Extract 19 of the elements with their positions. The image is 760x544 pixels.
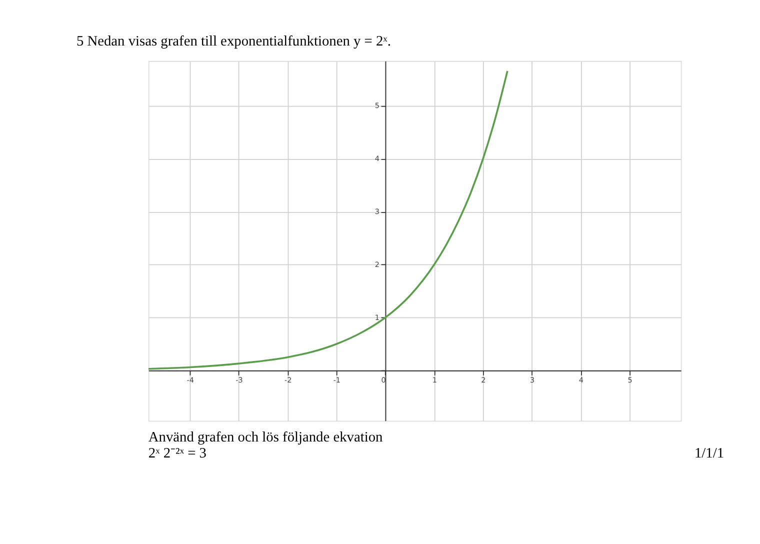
x-tick-label: 1 — [432, 376, 437, 385]
x-tick-label: 3 — [530, 376, 535, 385]
text: Använd grafen och lös följande ekvation — [148, 429, 383, 446]
x-tick-label: -2 — [284, 376, 292, 385]
x-tick-label: 5 — [628, 376, 632, 385]
text: 1/1/1 — [694, 446, 724, 462]
y-tick-label: 4 — [374, 154, 380, 164]
x-tick-label: -1 — [333, 376, 341, 385]
chart-title: 5 Nedan visas grafen till exponentialfunktionen y = 2ˣ. — [76, 34, 391, 50]
x-tick-label: -3 — [236, 376, 243, 385]
y-tick-label: 5 — [374, 101, 380, 110]
y-tick-label: 1 — [374, 312, 380, 322]
x-tick-label: 2 — [481, 376, 486, 385]
y-tick-label: 3 — [374, 206, 380, 216]
line-series — [148, 70, 508, 370]
x-tick-label: -4 — [186, 376, 194, 385]
text: 2ˣ 2⁻²ˣ = 3 — [148, 446, 206, 462]
x-tick-label: 4 — [578, 376, 584, 385]
y-tick-label: 2 — [374, 260, 380, 269]
